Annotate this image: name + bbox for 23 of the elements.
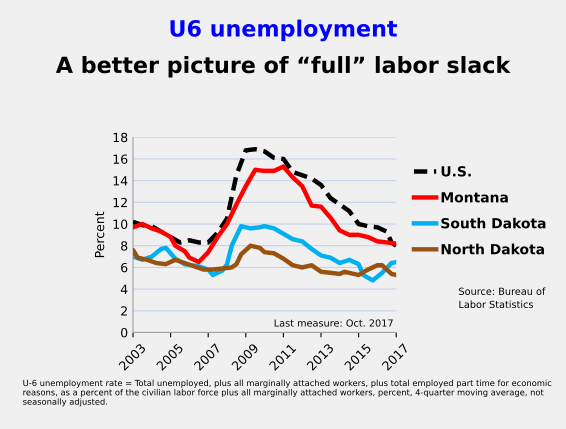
legend-label: South Dakota [441, 218, 546, 228]
y-tick-label: 12 [114, 198, 127, 208]
y-tick-label: 10 [114, 220, 128, 229]
source-note: Source: Bureau of Labor Statistics [459, 287, 546, 308]
y-tick-label: 14 [114, 176, 128, 186]
y-tick-label: 18 [114, 132, 128, 142]
y-tick-label: 16 [114, 154, 128, 164]
chart-subtitle: A better picture of “full” labor slack [56, 56, 511, 78]
annotation: Last measure: Oct. 2017 [274, 319, 393, 327]
chart-title: U6 unemployment [170, 20, 398, 42]
y-tick-label: 6 [121, 262, 128, 272]
legend-label: Montana [442, 192, 508, 203]
y-tick-label: 0 [121, 328, 128, 338]
line-series [133, 243, 396, 278]
y-axis-title: Percent [94, 212, 104, 258]
y-tick-label: 4 [120, 284, 128, 294]
legend-label: U.S. [442, 166, 471, 177]
y-tick-label: 8 [121, 241, 128, 251]
y-tick-label: 2 [121, 306, 127, 316]
line-series [133, 164, 396, 264]
line-series [133, 146, 396, 248]
legend-label: North Dakota [442, 244, 544, 254]
text: U-6 unemployment rate = Total unemployed, plus all marginally attached workers, plus total employed part time for economic reasons, as a percent of the civilian labor force plus all marginally attached workers, percent, 4-quarter moving average, not seasonally adjusted. [23, 380, 552, 406]
